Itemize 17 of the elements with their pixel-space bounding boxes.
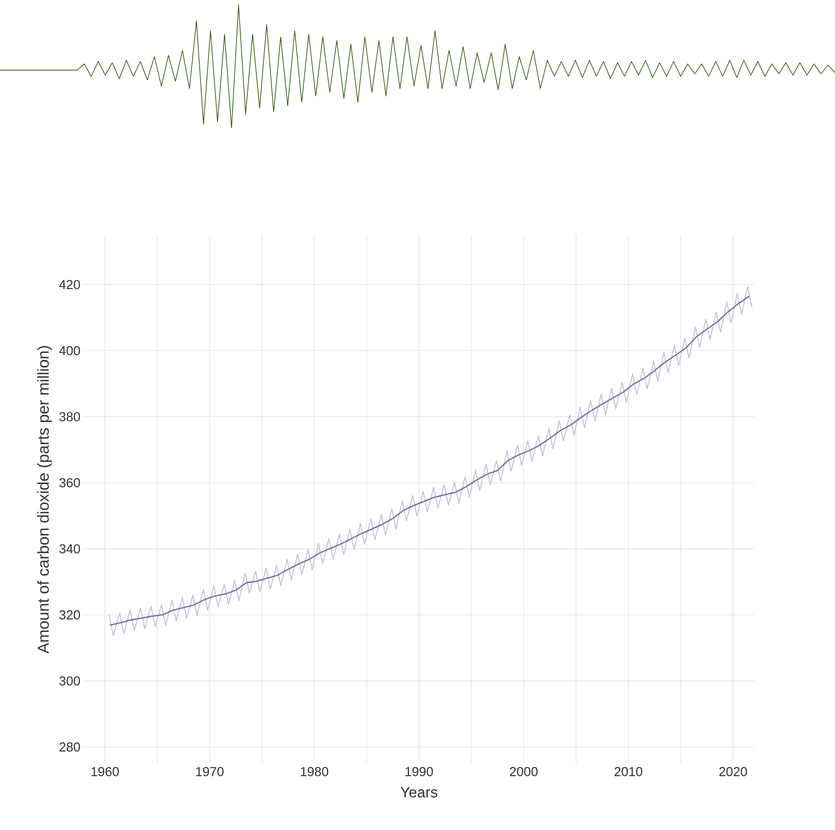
- x-tick-label: 1980: [300, 767, 328, 776]
- x-tick-label: 2020: [719, 767, 747, 776]
- x-tick-label: 1990: [406, 767, 433, 776]
- x-tick-label: 2000: [510, 767, 538, 776]
- x-axis-title: Years: [400, 787, 438, 798]
- y-tick-label: 300: [59, 676, 80, 686]
- y-axis-title: Amount of carbon dioxide (parts per million): [37, 346, 52, 654]
- y-tick-label: 400: [59, 346, 80, 356]
- y-tick-label: 320: [59, 610, 80, 620]
- x-tick-label: 2010: [614, 767, 642, 776]
- y-tick-label: 420: [59, 280, 80, 290]
- y-tick-label: 360: [59, 478, 80, 488]
- y-tick-label: 340: [59, 544, 80, 554]
- y-tick-label: 380: [59, 412, 80, 422]
- y-tick-label: 280: [60, 742, 80, 752]
- x-tick-label: 1960: [92, 767, 119, 776]
- x-tick-label: 1970: [196, 767, 224, 776]
